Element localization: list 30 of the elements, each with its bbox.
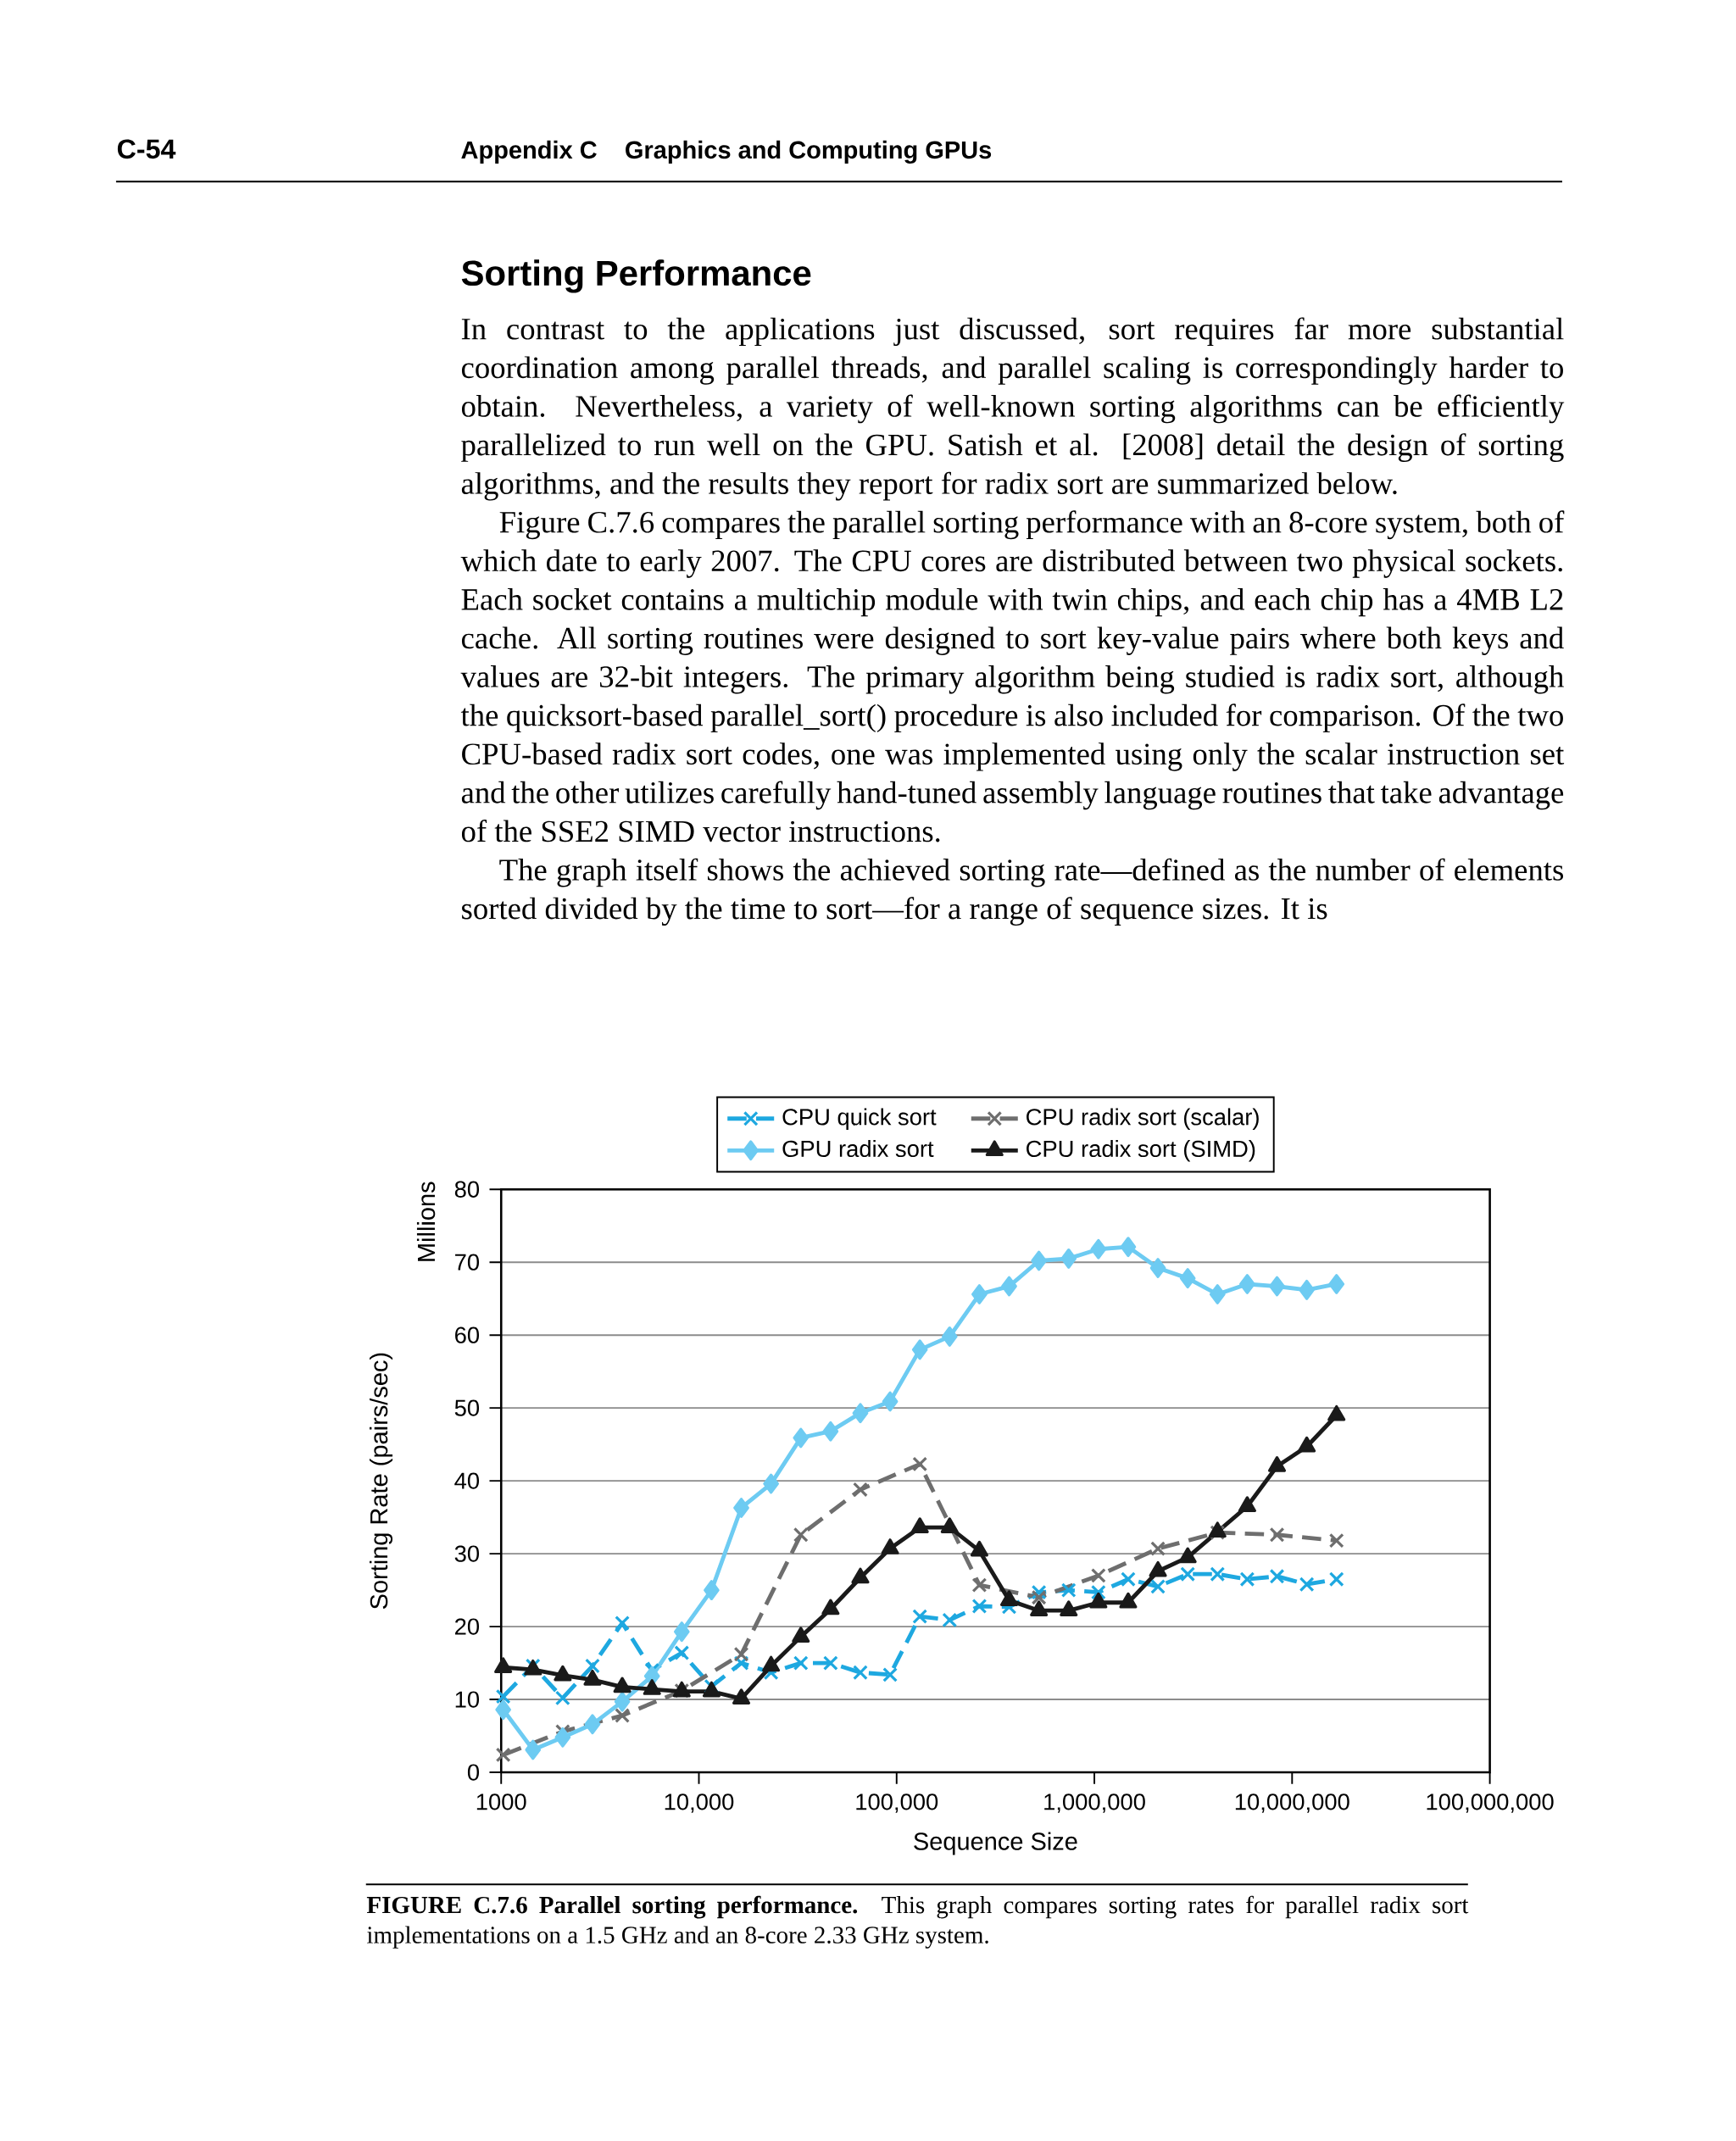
x-axis-title: Sequence Size xyxy=(914,1832,1077,1855)
legend-label: CPU radix sort (SIMD) xyxy=(1027,1139,1255,1162)
x-tick-label: 1,000,000 xyxy=(1044,1793,1146,1813)
x-tick-label: 100,000 xyxy=(856,1793,938,1813)
text: C-54 xyxy=(118,139,176,159)
y-tick-label: 60 xyxy=(455,1326,480,1343)
y-tick-label: 0 xyxy=(468,1764,480,1781)
text: Millions xyxy=(417,1182,436,1261)
x-tick-label: 10,000,000 xyxy=(1236,1793,1349,1813)
legend-label: CPU radix sort (scalar) xyxy=(1027,1108,1260,1130)
y-tick-label: 80 xyxy=(455,1181,480,1198)
y-tick-label: 10 xyxy=(455,1691,480,1708)
text: Graphics and Computing GPUs xyxy=(626,140,992,164)
y-tick-label: 40 xyxy=(454,1472,480,1489)
y-tick-label: 70 xyxy=(455,1254,480,1271)
text: The graph itself shows the achieved sorting rate—defined as the number of elements sorted divided by the time to sort—for a range of sequence sizes. It is xyxy=(462,858,1564,926)
y-tick-label: 30 xyxy=(454,1545,480,1562)
x-tick-label: 1000 xyxy=(477,1793,526,1810)
x-tick-label: 100,000,000 xyxy=(1427,1793,1554,1813)
text: In contrast to the applications just discussed, sort requires far more substantial coordination among parallel threads, and parallel scaling is correspondingly harder to obtain. Nevertheless, a variety of well-known sorting algorithms can be efficiently parallelized to run well on the GPU. Satish et al. [2008] detail the design of sorting algorithms, and the results they report for radix sort are summarized below. xyxy=(461,317,1565,501)
y-axis-title: Sorting Rate (pairs/sec) xyxy=(370,1353,393,1610)
text: FIGURE C.7.6 Parallel sorting performance. This graph compares sorting rates for parallel radix sort implementations on a 1.5 GHz and an 8-core 2.33 GHz system. xyxy=(367,1895,1469,1949)
y-tick-label: 50 xyxy=(454,1399,480,1416)
legend-label: GPU radix sort xyxy=(782,1139,934,1158)
text: Appendix C xyxy=(461,140,598,164)
legend-label: CPU quick sort xyxy=(782,1108,937,1130)
text: Sorting Performance xyxy=(461,259,811,293)
x-tick-label: 10,000 xyxy=(665,1793,734,1813)
text: Figure C.7.6 compares the parallel sorting performance with an 8-core system, both of which date to early 2007. The CPU cores are distributed between two physical sockets. Each socket contains a multichip module with twin chips, and each chip has a 4MB L2 cache. All sorting routines were designed to sort key-value pairs where both keys and values are 32-bit integers. The primary algorithm being studied is radix sort, although the quicksort-based parallel_sort() procedure is also included for comparison. Of the two CPU-based radix sort codes, one was implemented using only the scalar instruction set and the other utilizes carefully hand-tuned assembly language routines that take advantage of the SSE2 SIMD vector instructions. xyxy=(460,510,1565,842)
y-tick-label: 20 xyxy=(455,1618,480,1635)
